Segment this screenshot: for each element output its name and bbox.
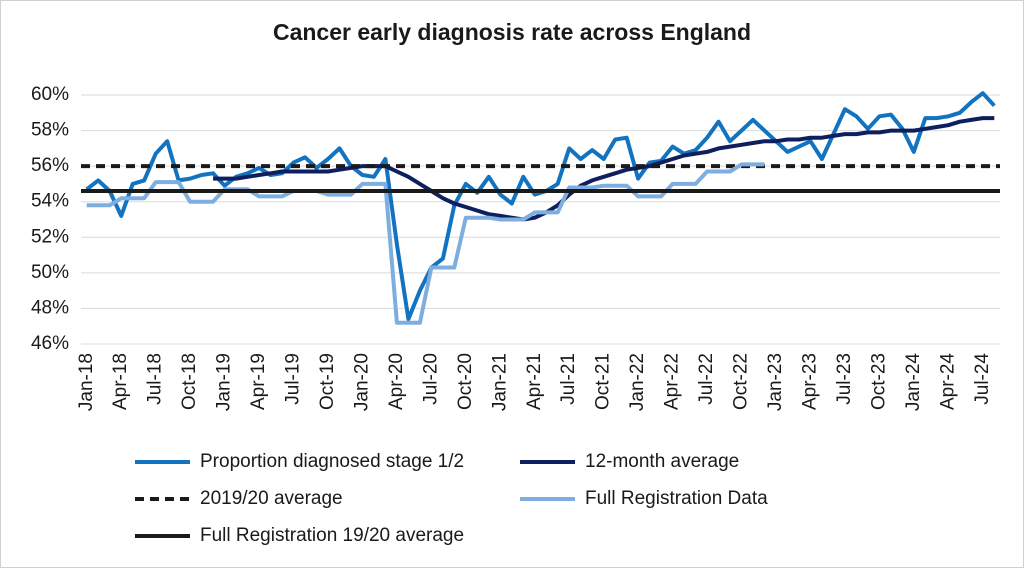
x-tick-label: Jan-23 — [765, 353, 786, 411]
x-tick-label: Jul-20 — [420, 353, 441, 405]
x-tick-label: Jul-21 — [558, 353, 579, 405]
x-tick-label: Jan-22 — [627, 353, 648, 411]
x-tick-label: Jul-18 — [145, 353, 166, 405]
x-tick-label: Apr-18 — [110, 353, 131, 410]
x-tick-label: Apr-22 — [662, 353, 683, 410]
x-tick-label: Apr-20 — [386, 353, 407, 410]
x-tick-label: Jan-20 — [351, 353, 372, 411]
y-tick-label: 58% — [31, 120, 69, 141]
x-tick-label: Oct-22 — [731, 353, 752, 410]
x-tick-label: Oct-19 — [317, 353, 338, 410]
x-tick-label: Apr-19 — [248, 353, 269, 410]
x-tick-label: Jan-24 — [903, 353, 924, 412]
legend-label: Full Registration Data — [585, 488, 768, 509]
legend-label: 2019/20 average — [200, 488, 343, 509]
x-tick-label: Jan-19 — [214, 353, 235, 411]
x-tick-label: Oct-21 — [593, 353, 614, 410]
x-tick-label: Jul-19 — [283, 353, 304, 405]
x-tick-label: Oct-18 — [179, 353, 200, 410]
x-tick-label: Apr-23 — [799, 353, 820, 410]
legend-label: Full Registration 19/20 average — [200, 525, 464, 546]
y-tick-label: 60% — [31, 84, 69, 105]
legend-label: 12-month average — [585, 451, 739, 472]
series-line — [213, 116, 995, 222]
x-tick-label: Jan-18 — [76, 353, 97, 411]
legend-label: Proportion diagnosed stage 1/2 — [200, 451, 464, 472]
y-tick-label: 56% — [31, 155, 69, 176]
y-tick-label: 50% — [31, 262, 69, 283]
x-tick-label: Jan-21 — [489, 353, 510, 411]
x-tick-label: Jul-23 — [834, 353, 855, 405]
chart-title: Cancer early diagnosis rate across Engla… — [273, 19, 751, 45]
x-tick-label: Oct-23 — [868, 353, 889, 410]
y-tick-label: 48% — [31, 297, 69, 318]
x-tick-label: Jul-22 — [696, 353, 717, 405]
y-tick-label: 52% — [31, 226, 69, 247]
x-tick-label: Jul-24 — [972, 353, 993, 405]
x-tick-label: Apr-24 — [937, 353, 958, 410]
y-tick-label: 54% — [31, 191, 69, 212]
series-line — [86, 162, 765, 325]
x-tick-label: Apr-21 — [524, 353, 545, 410]
y-tick-label: 46% — [31, 333, 69, 354]
x-tick-label: Oct-20 — [455, 353, 476, 410]
